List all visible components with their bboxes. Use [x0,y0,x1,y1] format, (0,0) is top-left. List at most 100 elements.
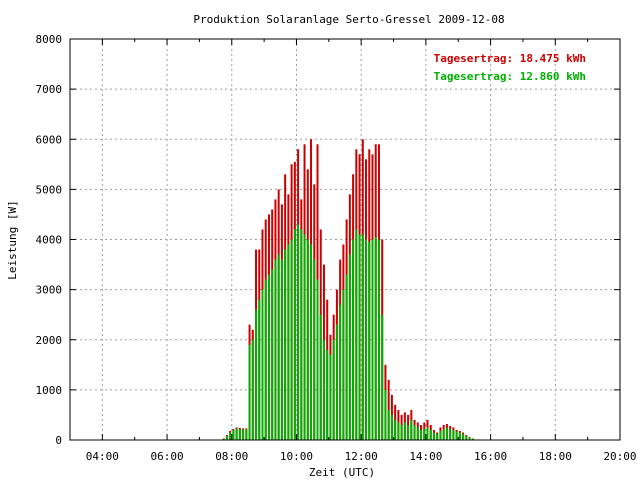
bar-s2-5 [239,429,241,440]
y-tick-label: 6000 [36,133,63,146]
y-tick-label: 5000 [36,183,63,196]
bar-s2-24 [300,229,302,440]
bar-s2-8 [249,345,251,440]
bar-s2-55 [401,425,403,440]
bar-s2-35 [336,325,338,440]
bar-s2-57 [407,425,409,440]
bar-s2-59 [414,425,416,440]
bar-s2-49 [381,315,383,440]
bar-s2-50 [384,390,386,440]
chart-title: Produktion Solaranlage Serto-Gressel 200… [193,13,504,26]
bar-s2-34 [333,340,335,440]
bar-s2-47 [375,237,377,440]
bar-s2-27 [310,245,312,440]
bar-s2-53 [394,420,396,440]
x-tick-label: 14:00 [409,450,442,463]
bar-s2-62 [423,429,425,440]
y-tick-label: 0 [55,434,62,447]
bar-s2-51 [388,410,390,440]
bar-s2-31 [323,340,325,440]
bar-s2-72 [456,431,458,440]
bar-s2-75 [465,436,467,440]
y-tick-label: 8000 [36,33,63,46]
y-tick-label: 7000 [36,83,63,96]
bar-s2-61 [420,430,422,440]
bar-s2-14 [268,275,270,440]
x-tick-label: 04:00 [86,450,119,463]
bar-s2-73 [459,432,461,440]
x-tick-label: 10:00 [280,450,313,463]
bar-s2-43 [362,234,364,440]
bar-s2-37 [342,290,344,440]
bar-s2-26 [307,240,309,441]
bar-s2-20 [287,245,289,440]
y-tick-label: 2000 [36,334,63,347]
bar-s2-16 [274,260,276,440]
bar-s2-3 [232,430,234,440]
bar-s2-52 [391,415,393,440]
bar-s2-58 [410,420,412,440]
bar-s2-74 [462,434,464,440]
bar-s2-46 [372,240,374,441]
bar-s2-67 [439,431,441,440]
bar-s2-18 [281,260,283,440]
y-tick-label: 4000 [36,234,63,247]
bar-s2-33 [329,355,331,440]
bar-s2-10 [255,310,257,440]
bar-s2-65 [433,432,435,440]
grid [70,39,620,440]
bar-s2-9 [252,340,254,440]
x-tick-label: 20:00 [603,450,636,463]
bar-s2-40 [352,240,354,441]
bar-s2-19 [284,250,286,440]
legend-entry-2: Tagesertrag: 12.860 kWh [434,70,586,83]
bar-s2-12 [262,290,264,440]
bar-s2-45 [368,242,370,440]
bar-s2-54 [397,422,399,440]
bar-s2-63 [427,427,429,440]
legend-entry-1: Tagesertrag: 18.475 kWh [434,52,586,65]
bar-s2-39 [349,255,351,440]
bar-s2-28 [313,260,315,440]
bar-s2-13 [265,280,267,440]
bar-s2-4 [236,428,238,440]
bar-s2-36 [339,305,341,440]
y-tick-label: 1000 [36,384,63,397]
bar-s2-30 [320,315,322,440]
bar-s2-17 [278,255,280,440]
x-tick-label: 16:00 [474,450,507,463]
bar-s2-69 [446,427,448,440]
bar-s2-6 [242,429,244,440]
bar-s2-44 [365,240,367,441]
x-tick-label: 08:00 [215,450,248,463]
bar-s2-29 [317,280,319,440]
y-tick-label: 3000 [36,284,63,297]
bar-s2-66 [436,434,438,440]
bar-s2-48 [378,240,380,441]
bar-s2-11 [258,300,260,440]
bar-s2-38 [346,275,348,440]
x-tick-label: 06:00 [150,450,183,463]
bar-s2-41 [355,229,357,440]
bar-s2-56 [404,422,406,440]
bar-s2-60 [417,427,419,440]
bar-s2-23 [297,224,299,440]
x-axis-title: Zeit (UTC) [309,466,375,479]
bar-s2-22 [294,229,296,440]
x-tick-label: 12:00 [345,450,378,463]
bar-s2-64 [430,430,432,440]
bar-s2-21 [291,240,293,441]
bar-s2-68 [443,429,445,440]
bar-s2-70 [449,429,451,440]
bar-s2-2 [229,432,231,440]
y-axis-title: Leistung [W] [6,200,19,279]
legend: Tagesertrag: 18.475 kWh Tagesertrag: 12.8… [434,52,586,83]
bar-s2-15 [271,270,273,440]
bar-s2-71 [452,430,454,440]
bar-s2-32 [326,350,328,440]
bar-s2-42 [359,234,361,440]
y-tick-labels: 0 1000 2000 3000 4000 5000 6000 7000 8000 [36,33,63,447]
